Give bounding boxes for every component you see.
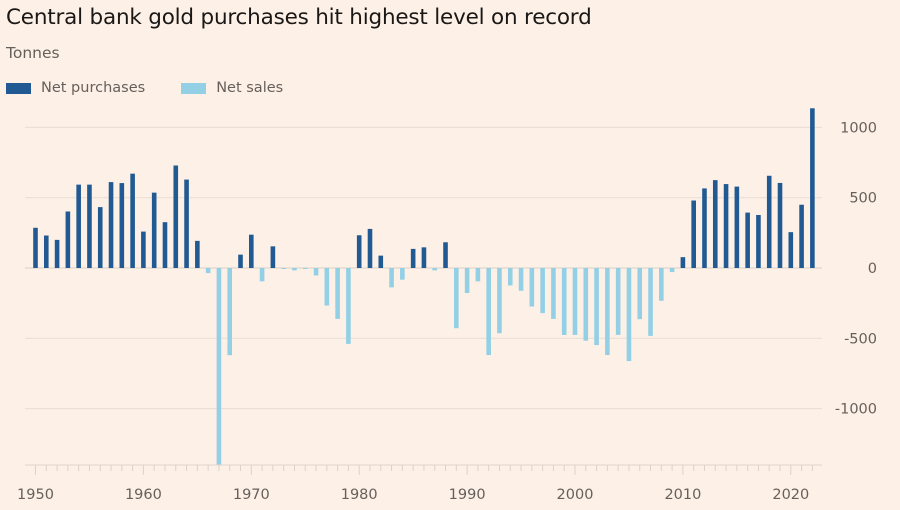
bar-1995 [518, 268, 524, 291]
bar-1974 [292, 268, 297, 271]
bar-2009 [669, 268, 675, 273]
bar-1970 [249, 234, 254, 268]
legend-label-net-purchases: Net purchases [41, 80, 146, 96]
legend: Net purchases Net sales [6, 80, 319, 96]
bar-1994 [507, 268, 513, 286]
bar-2018 [766, 175, 772, 268]
bar-1981 [367, 228, 373, 268]
bar-1976 [313, 268, 319, 276]
bar-1982 [378, 255, 384, 268]
bar-2002 [594, 268, 599, 346]
x-tick-label-1990: 1990 [449, 487, 486, 503]
bar-1993 [497, 268, 502, 334]
legend-item-net-purchases: Net purchases [6, 80, 145, 96]
x-tick-label-1980: 1980 [341, 487, 378, 503]
bar-1964 [184, 179, 189, 268]
bar-2011 [691, 200, 696, 268]
bar-2005 [626, 268, 632, 362]
bar-1966 [205, 268, 211, 274]
bar-1969 [238, 254, 243, 268]
bar-1998 [551, 268, 556, 319]
bar-1996 [529, 268, 535, 307]
bar-1983 [389, 268, 394, 288]
bar-2007 [648, 268, 653, 336]
x-tick-label-2000: 2000 [557, 487, 594, 503]
y-tick-label--1000: -1000 [835, 402, 877, 418]
y-tick-label-1000: 1000 [840, 120, 877, 136]
bar-2008 [659, 268, 664, 301]
bar-2003 [605, 268, 610, 356]
bar-1968 [227, 268, 233, 356]
bar-1999 [561, 268, 567, 335]
bar-1997 [540, 268, 545, 314]
bar-1958 [119, 183, 125, 268]
bar-1986 [421, 247, 427, 268]
bar-1975 [302, 268, 308, 269]
bar-2006 [637, 268, 643, 320]
y-axis: 1000 500 0 -500 -1000 [835, 120, 877, 417]
x-axis: 1950 1960 1970 1980 1990 2000 2010 2020 [17, 464, 822, 503]
bar-1956 [97, 207, 103, 268]
bar-1980 [356, 235, 362, 268]
x-tick-label-1950: 1950 [17, 487, 54, 503]
bar-1955 [87, 184, 92, 268]
bar-2017 [756, 214, 761, 268]
bar-1959 [130, 173, 135, 268]
x-tick-label-2020: 2020 [772, 487, 809, 503]
bar-1961 [151, 192, 157, 268]
bar-2000 [572, 268, 578, 335]
bar-1952 [54, 239, 60, 268]
chart-title: Central bank gold purchases hit highest … [6, 5, 592, 30]
legend-swatch-net-sales [181, 82, 207, 94]
bar-1967 [216, 268, 222, 465]
bar-1950 [33, 227, 38, 268]
bar-1989 [454, 268, 459, 329]
x-tick-label-1970: 1970 [233, 487, 270, 503]
x-tick-label-2010: 2010 [664, 487, 701, 503]
bar-1972 [270, 246, 276, 268]
legend-swatch-net-purchases [6, 82, 31, 94]
bar-1987 [432, 268, 438, 271]
bars [33, 108, 815, 465]
bar-1954 [76, 184, 81, 268]
bar-1977 [324, 268, 330, 306]
bar-1960 [141, 231, 146, 268]
bar-2001 [583, 268, 589, 341]
bar-2021 [799, 204, 804, 268]
bar-2012 [702, 188, 707, 268]
bar-2015 [734, 186, 740, 268]
bar-1984 [400, 268, 405, 280]
bar-1973 [281, 268, 286, 269]
bar-1957 [108, 182, 114, 268]
bar-1992 [486, 268, 491, 356]
y-tick-label--500: -500 [844, 331, 877, 347]
bar-1978 [335, 268, 340, 319]
bar-1953 [65, 211, 71, 268]
y-tick-label-0: 0 [868, 261, 877, 277]
bar-2014 [723, 184, 729, 268]
bar-1990 [464, 268, 470, 294]
bar-1991 [475, 268, 481, 282]
bar-1971 [259, 268, 265, 282]
chart-subtitle: Tonnes [6, 44, 60, 62]
x-tick-label-1960: 1960 [125, 487, 162, 503]
bar-1951 [43, 235, 49, 268]
bar-1979 [346, 268, 351, 344]
bar-2013 [712, 180, 718, 268]
bar-2010 [680, 257, 686, 268]
y-tick-label-500: 500 [849, 191, 877, 207]
bar-2019 [777, 182, 783, 268]
bar-2004 [615, 268, 621, 335]
bar-2022 [810, 108, 815, 268]
bar-1962 [162, 222, 168, 268]
bar-2016 [745, 212, 750, 268]
legend-item-net-sales: Net sales [181, 80, 283, 96]
bar-1963 [173, 165, 179, 268]
bar-1985 [410, 248, 416, 268]
legend-label-net-sales: Net sales [216, 80, 284, 96]
bar-1965 [195, 240, 200, 268]
bar-2020 [788, 232, 794, 268]
bar-1988 [443, 242, 448, 268]
